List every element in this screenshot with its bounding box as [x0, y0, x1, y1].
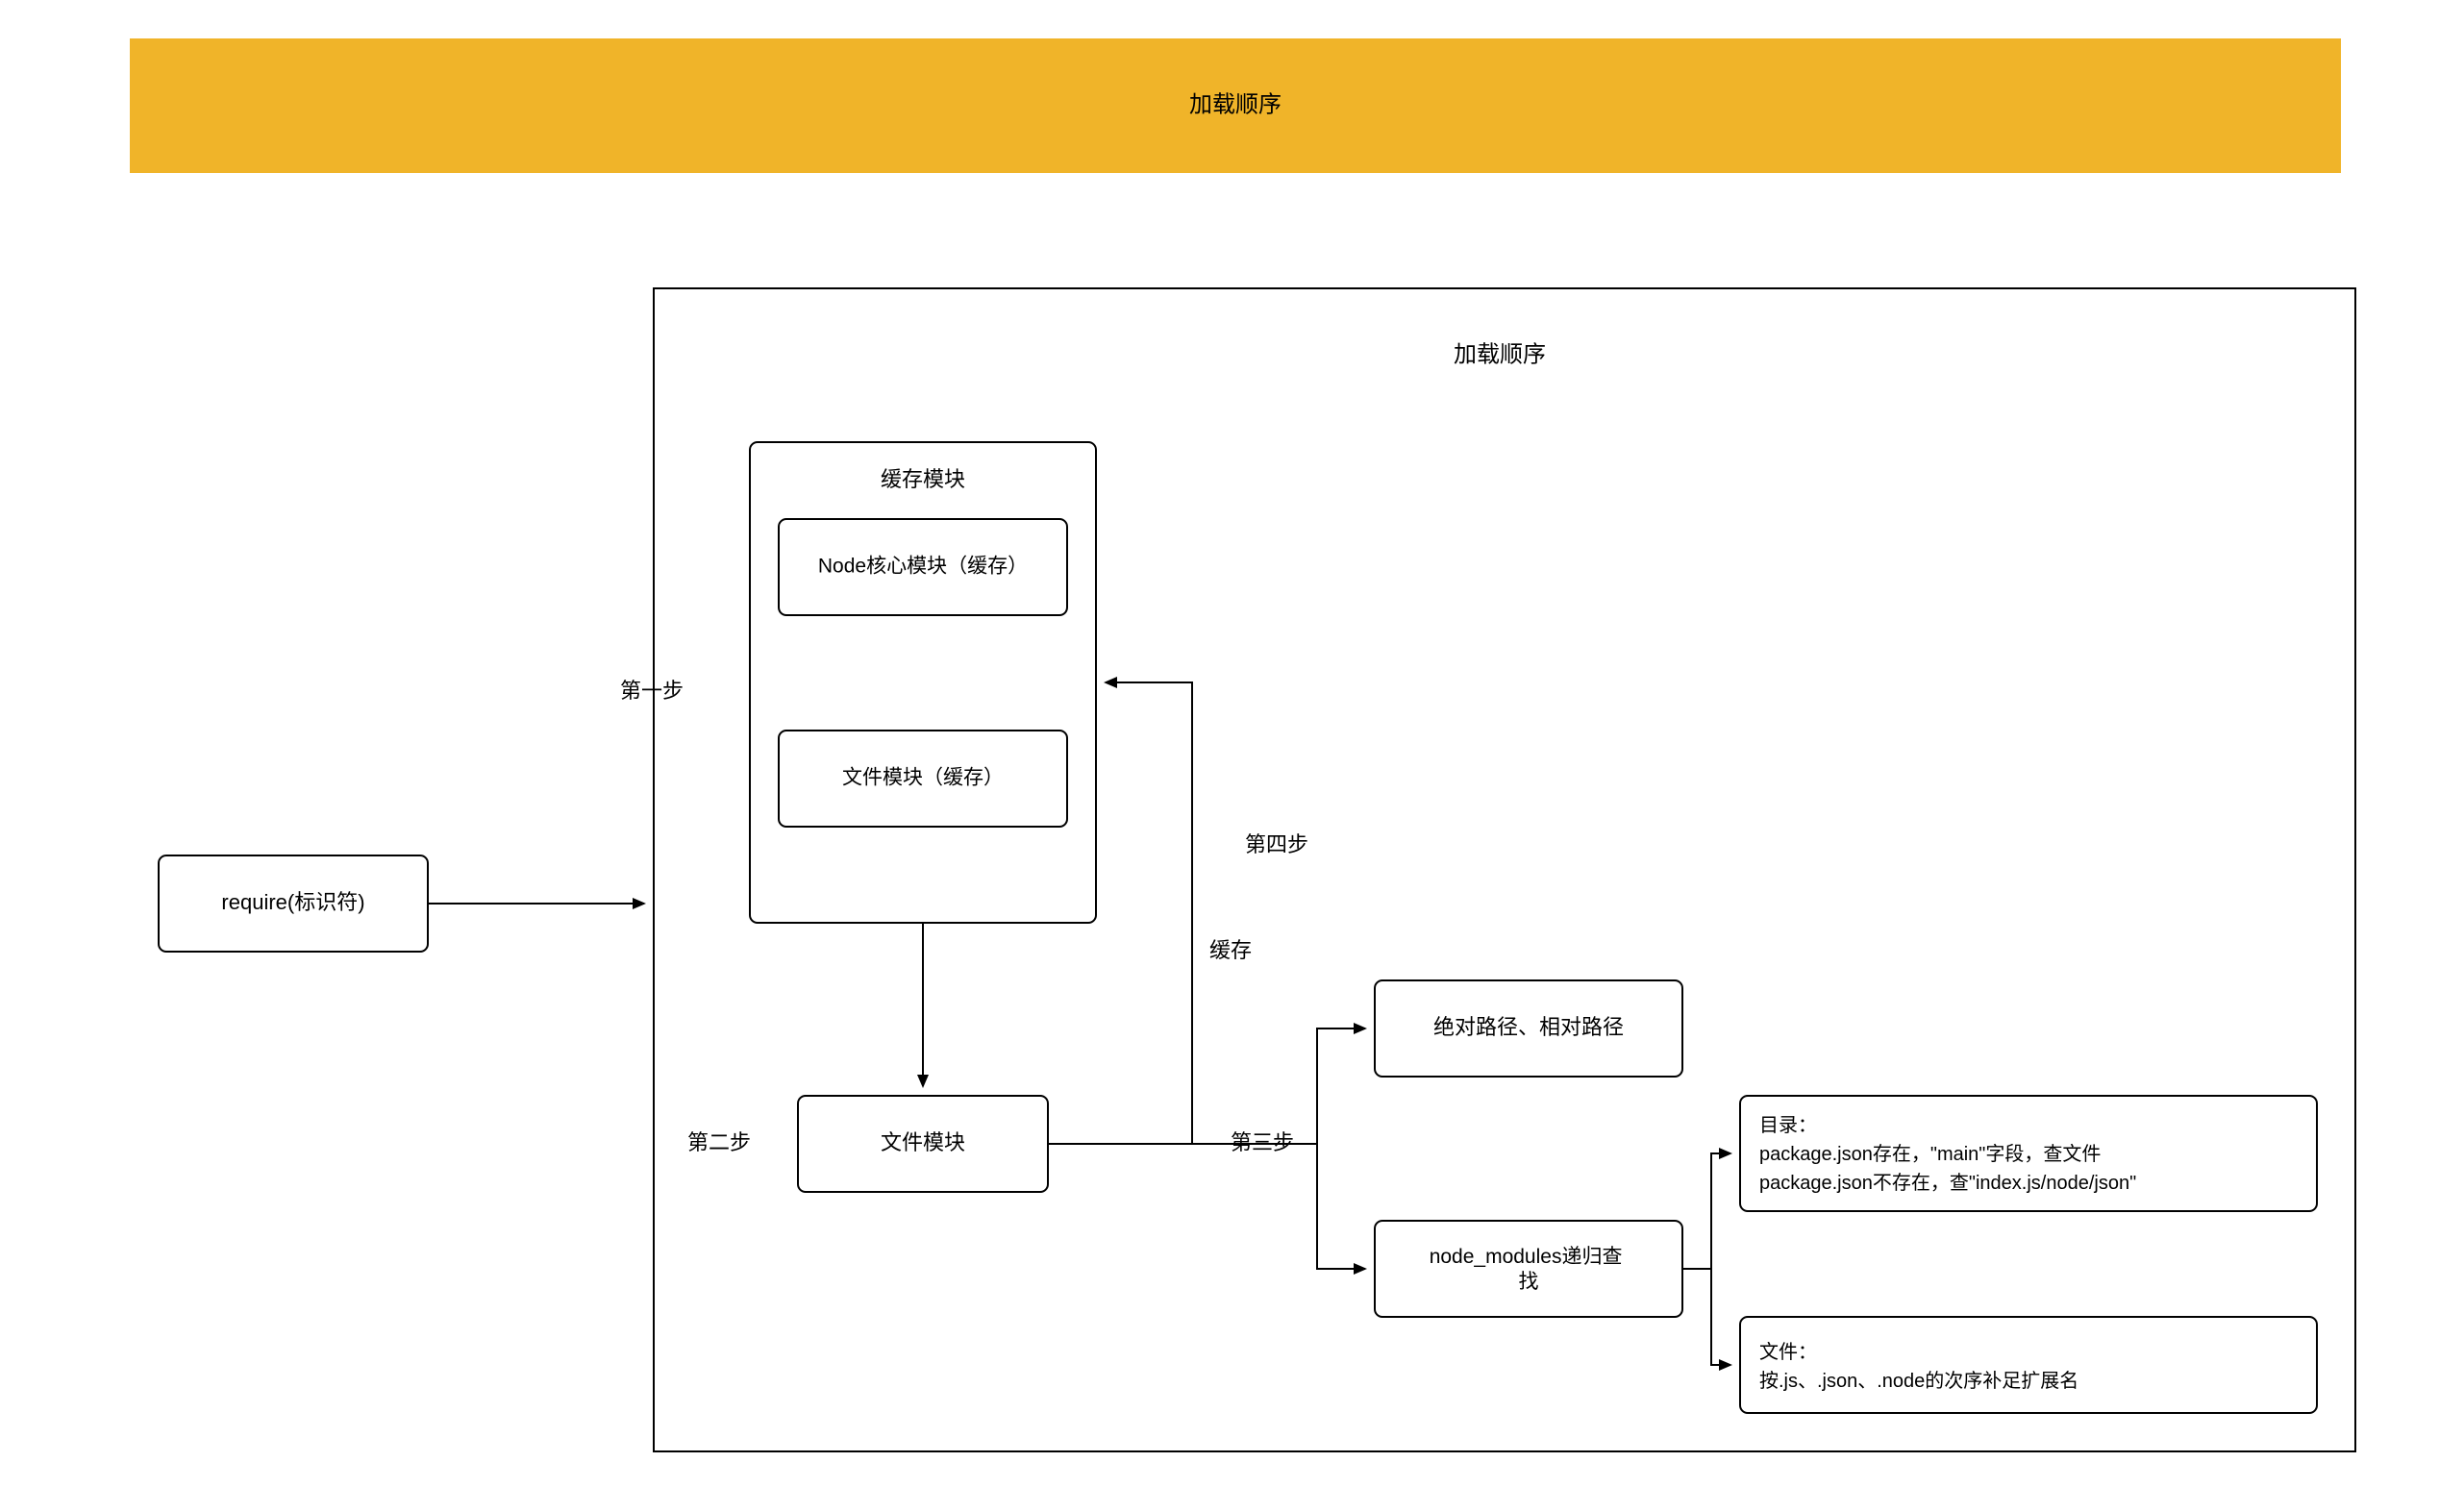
node-modules-rect	[1375, 1221, 1682, 1317]
node-core-cache-node: Node核心模块（缓存）	[779, 519, 1067, 615]
dir-result-node: 目录： package.json存在，"main"字段，查文件 package.…	[1740, 1096, 2317, 1211]
header-bar: 加载顺序	[130, 38, 2341, 173]
cache-label: 缓存	[1209, 938, 1252, 962]
file-result-rect	[1740, 1317, 2317, 1413]
file-module-label: 文件模块	[881, 1130, 965, 1154]
step4-label: 第四步	[1245, 832, 1308, 856]
step1-label: 第一步	[620, 679, 684, 703]
file-module-cache-label: 文件模块（缓存）	[842, 767, 1004, 789]
cache-group-node: 缓存模块	[750, 442, 1096, 923]
cache-group-title: 缓存模块	[881, 467, 965, 491]
cache-group-rect	[750, 442, 1096, 923]
abs-rel-path-label: 绝对路径、相对路径	[1433, 1015, 1624, 1039]
require-node: require(标识符)	[159, 855, 428, 952]
main-container-title: 加载顺序	[1454, 341, 1546, 367]
require-label: require(标识符)	[221, 890, 364, 914]
flowchart-canvas: 加载顺序 加载顺序 require(标识符) 缓存模块 Node核心模块（缓存）…	[0, 0, 2464, 1487]
node-core-cache-label: Node核心模块（缓存）	[818, 556, 1028, 578]
file-result-node: 文件： 按.js、.json、.node的次序补足扩展名	[1740, 1317, 2317, 1413]
step3-label: 第三步	[1231, 1130, 1294, 1154]
step2-label: 第二步	[687, 1130, 751, 1154]
file-module-node: 文件模块	[798, 1096, 1048, 1192]
node-modules-node: node_modules递归查 找	[1375, 1221, 1682, 1317]
header-label: 加载顺序	[1189, 91, 1282, 117]
abs-rel-path-node: 绝对路径、相对路径	[1375, 980, 1682, 1077]
file-module-cache-node: 文件模块（缓存）	[779, 731, 1067, 827]
